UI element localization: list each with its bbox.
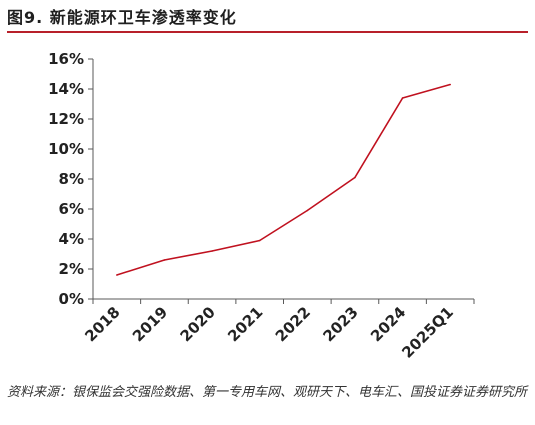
x-tick-label: 2020 — [177, 303, 219, 345]
y-tick-label: 16% — [48, 50, 84, 68]
data-point — [258, 239, 261, 242]
data-point — [163, 259, 166, 261]
x-tick-label: 2021 — [224, 303, 266, 345]
line-chart: 0%2%4%6%8%10%12%14%16%2018 2019 2020 2021 20… — [48, 50, 475, 362]
y-tick-label: 6% — [59, 200, 84, 218]
x-tick-label: 2025Q1 — [398, 303, 457, 362]
y-tick-label: 8% — [59, 170, 84, 188]
y-tick-label: 12% — [48, 110, 84, 128]
y-tick-label: 10% — [48, 140, 84, 158]
title-divider — [7, 31, 528, 33]
y-tick-label: 4% — [59, 230, 84, 248]
data-point — [449, 83, 451, 86]
y-tick-label: 0% — [59, 290, 84, 308]
source-note: 资料来源：银保监会交强险数据、第一专用车网、观研天下、电车汇、国投证券证券研究所 — [7, 385, 528, 400]
data-point — [211, 250, 213, 252]
y-tick-label: 14% — [48, 80, 84, 98]
y-tick-label: 2% — [59, 260, 84, 278]
data-point — [116, 274, 118, 276]
data-point — [401, 97, 404, 99]
x-tick-label: 2022 — [272, 303, 314, 345]
x-tick-label: 2024 — [367, 303, 409, 345]
x-tick-label: 2018 — [81, 303, 123, 345]
data-point — [354, 176, 356, 179]
x-tick-label: 2019 — [129, 303, 171, 345]
x-tick-label: 2023 — [320, 303, 362, 345]
figure-title: 图9. 新能源环卫车渗透率变化 — [7, 8, 237, 27]
series-line — [116, 83, 451, 276]
data-point — [306, 209, 309, 212]
